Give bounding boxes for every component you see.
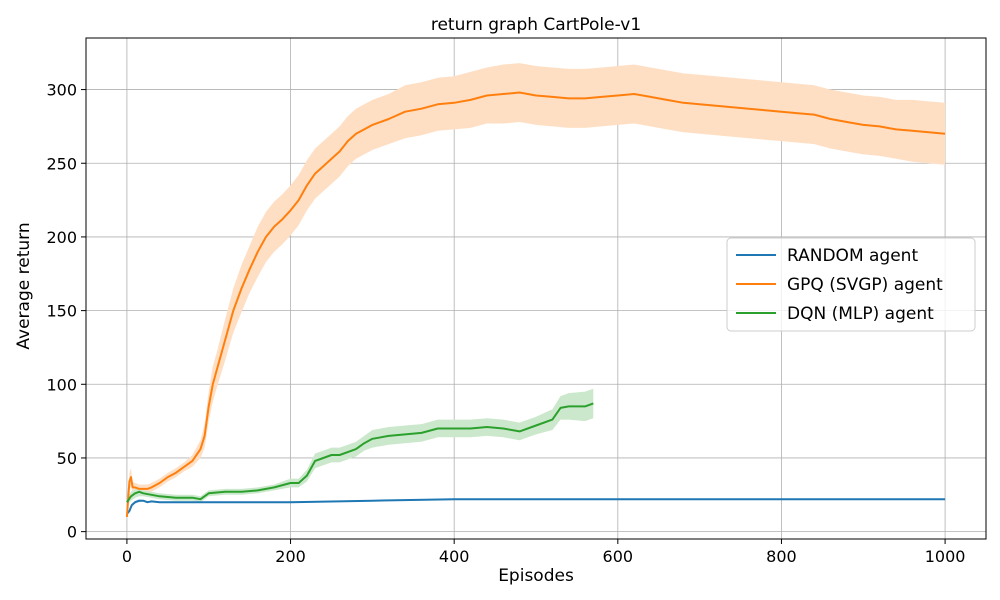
legend-label: DQN (MLP) agent [787, 304, 934, 324]
x-tick-label: 400 [439, 547, 470, 566]
y-tick-label: 300 [46, 81, 77, 100]
x-tick-label: 0 [122, 547, 132, 566]
legend-label: RANDOM agent [787, 246, 918, 266]
x-axis-title: Episodes [498, 566, 574, 586]
x-tick-label: 1000 [925, 547, 966, 566]
y-tick-label: 150 [46, 302, 77, 321]
plot-frame [85, 37, 987, 540]
x-tick-label: 800 [766, 547, 797, 566]
y-tick-label: 100 [46, 375, 77, 394]
chart-title: return graph CartPole-v1 [431, 15, 641, 35]
y-axis-ticks: 0 50 100 150 200 250 300 [46, 81, 86, 542]
y-tick-label: 0 [67, 523, 77, 542]
legend: RANDOM agent GPQ (SVGP) agent DQN (MLP) ag… [726, 237, 976, 332]
y-axis-title: Average return [14, 222, 34, 349]
x-tick-label: 600 [603, 547, 634, 566]
series-lines [125, 91, 946, 517]
legend-label: GPQ (SVGP) agent [787, 275, 943, 295]
x-axis-ticks: 0 200 400 600 800 1000 [122, 539, 966, 566]
y-tick-label: 250 [46, 154, 77, 173]
dqn-mlp-agent-line [126, 402, 594, 503]
random-agent-line [126, 498, 946, 515]
y-tick-label: 200 [46, 228, 77, 247]
y-tick-label: 50 [57, 449, 77, 468]
legend-box [726, 237, 976, 332]
gpq-svgp-agent-line [125, 91, 946, 517]
gpq-svgp-agent-band [126, 63, 946, 520]
x-tick-label: 200 [275, 547, 306, 566]
